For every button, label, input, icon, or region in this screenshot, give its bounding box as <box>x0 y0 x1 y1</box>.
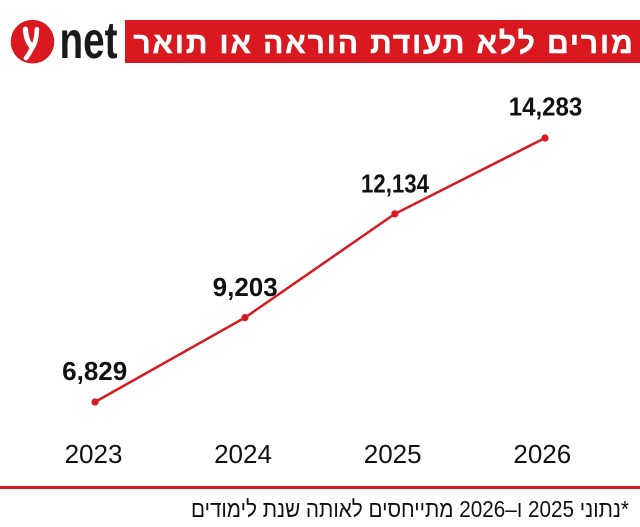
svg-text:9,203: 9,203 <box>213 272 278 302</box>
svg-text:2025: 2025 <box>364 439 422 469</box>
svg-text:12,134: 12,134 <box>361 168 429 198</box>
svg-text:2024: 2024 <box>214 439 272 469</box>
svg-text:2026: 2026 <box>513 439 571 469</box>
svg-text:net: net <box>60 12 118 70</box>
svg-text:6,829: 6,829 <box>62 356 127 386</box>
svg-text:14,283: 14,283 <box>509 92 583 122</box>
svg-text:2023: 2023 <box>65 439 123 469</box>
